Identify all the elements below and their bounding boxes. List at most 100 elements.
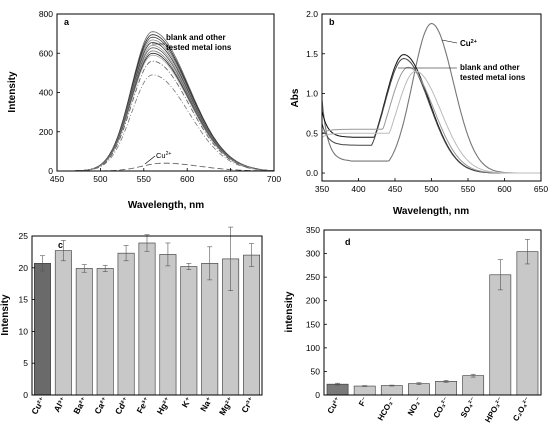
panel-b: 350 400 450 500 550 600 650 0.00.51.01.52.0 b … [290,9,548,217]
panel-d-x-label: HPO₃²⁻ [483,396,505,425]
panel-c-bar [243,254,261,396]
panel-d-y-tick-label: 300 [306,249,320,259]
panel-d-bar [489,274,512,396]
panel-d-bar [353,385,376,396]
x-tick-label: 400 [351,184,365,194]
panel-c-x-label: Fe³⁺ [134,395,151,415]
y-tick-label: 200 [39,127,53,137]
panel-c-x-label: Na⁺ [198,395,214,413]
panel-b-annotation-cu-pointer [441,39,458,44]
panel-d-ylabel: intensity [284,291,295,333]
panel-c-y-tick-label: 15 [19,295,29,305]
y-tick-label: 800 [39,9,53,19]
panel-d-bars [326,239,539,396]
panel-b-annotation-blank: blank and other tested metal ions [460,63,526,82]
panel-d-x-label: C₂O₄²⁻ [511,396,532,423]
panel-c-letter: c [58,240,63,250]
panel-d-y-tick-label: 0 [315,390,320,400]
panel-b-annotation-cu: Cu2+ [460,39,477,48]
panel-d: 0 50 100 150 200 250 300 350 Cu²⁺ F⁻ HCO₃⁻ NO₃⁻ CO₃… [284,225,542,425]
panel-d-bar [408,383,430,396]
x-tick-label: 500 [93,174,107,184]
panel-d-y-tick-label: 200 [306,296,320,306]
panel-c-x-label: Ba²⁺ [71,395,89,416]
panel-b-letter: b [329,17,335,27]
y-tick-label: 0.0 [306,168,318,178]
panel-c-x-label: Hg²⁺ [155,395,173,416]
panel-a-series-line [74,162,274,172]
panel-a-series-line [74,31,274,172]
x-tick-label: 650 [224,174,238,184]
panel-c-bar [180,266,198,396]
panel-a-series-line [74,60,275,172]
panel-a-letter: a [64,17,70,27]
panel-d-bar [380,385,403,396]
panel-b-y-ticks: 0.0 0.5 1.0 1.5 2.0 [306,9,325,178]
x-tick-label: 450 [388,184,402,194]
panel-c-x-label: Ca²⁺ [92,395,110,416]
panel-c-bar [96,268,114,396]
x-tick-label: 700 [267,174,281,184]
panel-b-series-line [321,66,541,174]
panel-a-series-line [74,54,275,172]
panel-d-letter: d [345,237,351,247]
panel-d-x-label: F⁻ [357,396,369,408]
x-tick-label: 650 [534,184,548,194]
panel-d-frame [323,229,542,396]
panel-d-x-label: NO₃⁻ [406,396,424,418]
panel-d-x-labels: Cu²⁺ F⁻ HCO₃⁻ NO₃⁻ CO₃²⁻ SO₄²⁻ HPO₃²⁻ C₂O₄²⁻ [326,396,532,425]
panel-d-y-tick-label: 350 [306,225,320,235]
panel-c-x-labels: Cu²⁺ Al³⁺ Ba²⁺ Ca²⁺ Cd²⁺ Fe³⁺ Hg²⁺ K⁺ Na⁺ Mg²⁺ Cr³… [29,395,256,417]
panel-d-bar [435,381,457,396]
panel-a-annotation-blank: blank and other tested metal ions [166,33,232,52]
panel-a-xlabel: Wavelength, nm [128,200,204,211]
panel-b-series-line [321,70,541,174]
panel-c-x-label: K⁺ [180,395,194,409]
panel-c-ylabel: Intensity [0,294,11,336]
panel-c-x-label: Cu²⁺ [29,395,47,416]
y-tick-label: 1.5 [306,49,318,59]
panel-d-x-label: Cu²⁺ [326,396,343,416]
panel-d-y-tick-label: 250 [306,272,320,282]
x-tick-label: 600 [180,174,194,184]
panel-c-bar [138,242,156,396]
panel-c-bar [159,254,177,396]
panel-d-y-ticks: 0 50 100 150 200 250 300 350 [306,225,327,400]
panel-a-curves [74,31,275,172]
x-tick-label: 550 [461,184,475,194]
y-tick-label: 0.5 [306,128,318,138]
panel-a-annotation-cu: Cu2+ [156,151,171,160]
panel-c-y-ticks: 0 5 10 15 20 25 [19,231,35,400]
panel-b-x-ticks: 350 400 450 500 550 600 650 [315,178,548,194]
panel-c-frame [31,235,263,396]
panel-a-series-line [74,50,275,172]
panel-b-frame [321,13,542,182]
y-tick-label: 1.0 [306,89,318,99]
panel-c-bar [75,268,93,396]
panel-b-xlabel: Wavelength, nm [393,206,469,217]
panel-a-x-ticks: 450 500 550 600 650 700 [50,168,281,184]
panel-c-y-tick-label: 10 [19,326,29,336]
panel-c-x-label: Cd²⁺ [113,395,131,416]
panel-c-bars [33,226,261,396]
panel-b-curves [321,22,541,174]
y-tick-label: 600 [39,48,53,58]
x-tick-label: 450 [50,174,64,184]
panel-d-x-label: CO₃²⁻ [432,396,451,420]
panel-d-bar [326,383,349,396]
panel-c-y-tick-label: 25 [19,231,29,241]
panel-b-ylabel: Abs [290,88,301,107]
panel-d-y-tick-label: 50 [311,366,321,376]
panel-c-x-label: Al³⁺ [52,395,69,414]
panel-d-x-label: SO₄²⁻ [459,396,478,420]
panel-c-x-label: Cr³⁺ [239,395,256,415]
y-tick-label: 2.0 [306,9,318,19]
panel-c-y-tick-label: 0 [23,390,28,400]
panel-c-bar [33,263,51,396]
panel-a-ylabel: Intensity [7,71,18,113]
y-tick-label: 400 [39,88,53,98]
panel-c-y-tick-label: 20 [19,263,29,273]
panel-a: 450 500 550 600 650 700 0 200 400 600 800 a blank… [7,9,281,211]
panel-c-bar [117,252,135,396]
